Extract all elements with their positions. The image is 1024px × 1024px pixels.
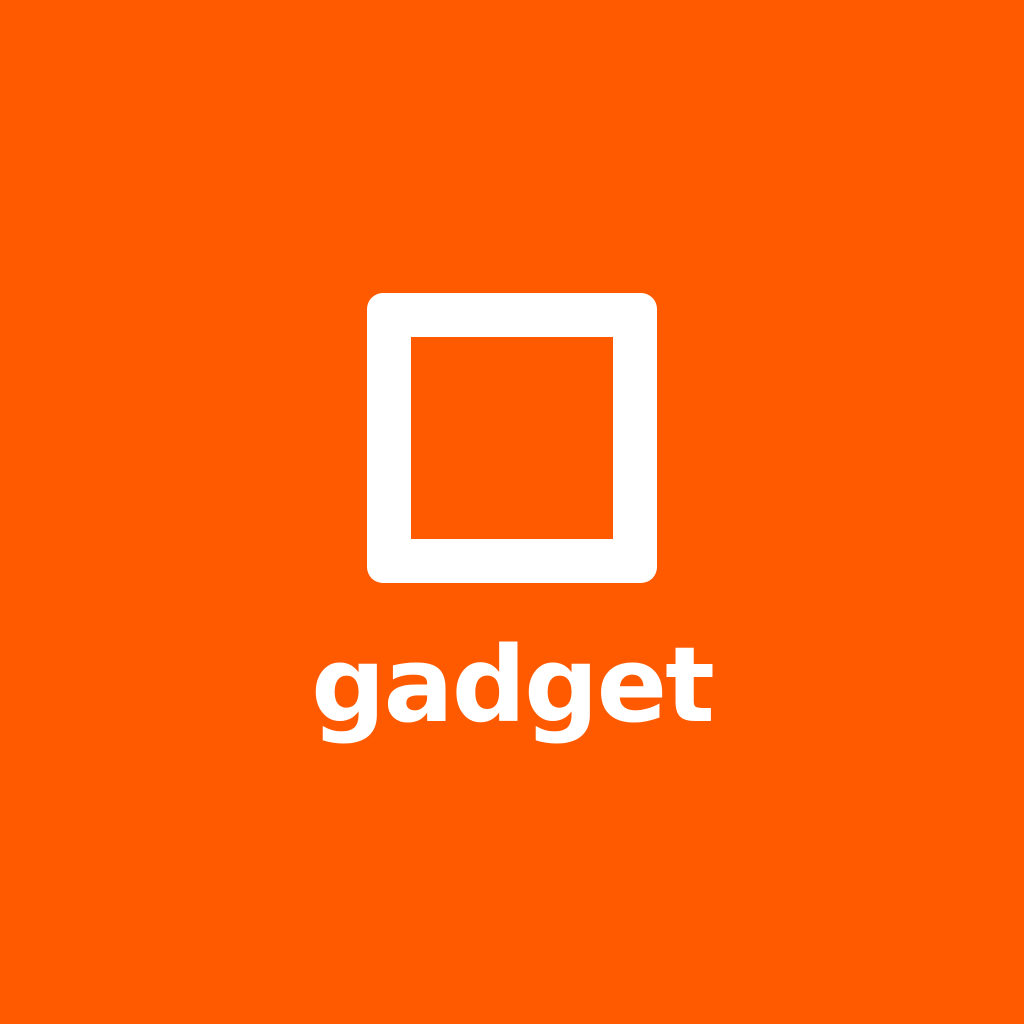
square-outline-icon xyxy=(367,293,657,583)
brand-wordmark: gadget xyxy=(311,624,715,746)
